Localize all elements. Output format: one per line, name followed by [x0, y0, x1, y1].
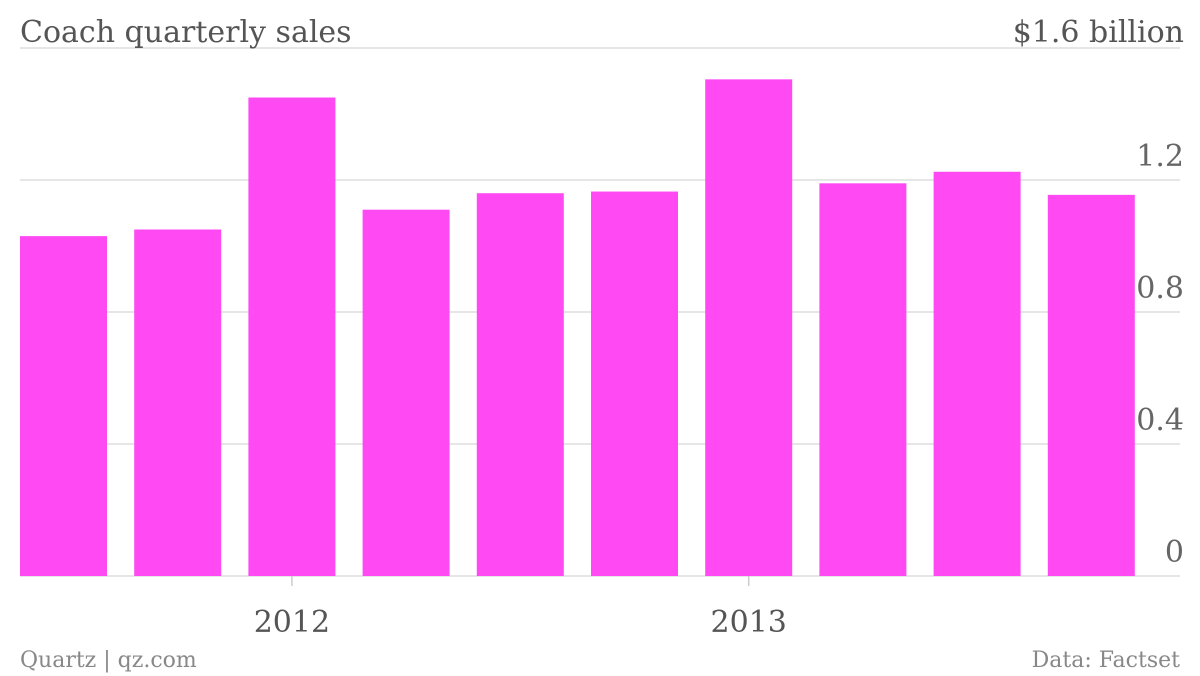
chart-title: Coach quarterly sales [20, 15, 352, 50]
bars [20, 79, 1135, 577]
y-tick-label: 1.2 [1136, 139, 1184, 174]
y-axis-unit-label: $1.6 billion [1013, 15, 1184, 50]
source-credit: Quartz | qz.com [20, 648, 197, 673]
bar [476, 193, 564, 576]
data-source: Data: Factset [1032, 648, 1180, 673]
bar [819, 183, 907, 577]
x-tick-label: 2013 [711, 605, 787, 640]
bar [248, 97, 336, 576]
bar [20, 236, 107, 576]
y-tick-label: 0.8 [1136, 271, 1184, 306]
y-axis-ticks: 0 0.4 0.8 1.2 $1.6 billion [1013, 15, 1184, 570]
bar [1047, 194, 1135, 576]
bar [362, 209, 450, 576]
x-axis-ticks: 2012 2013 [254, 576, 787, 640]
x-tick-label: 2012 [254, 605, 330, 640]
bar [933, 171, 1021, 576]
bar [705, 79, 793, 576]
y-tick-label: 0 [1165, 535, 1184, 570]
bar [134, 229, 222, 576]
y-tick-label: 0.4 [1136, 403, 1184, 438]
bar [591, 191, 678, 577]
